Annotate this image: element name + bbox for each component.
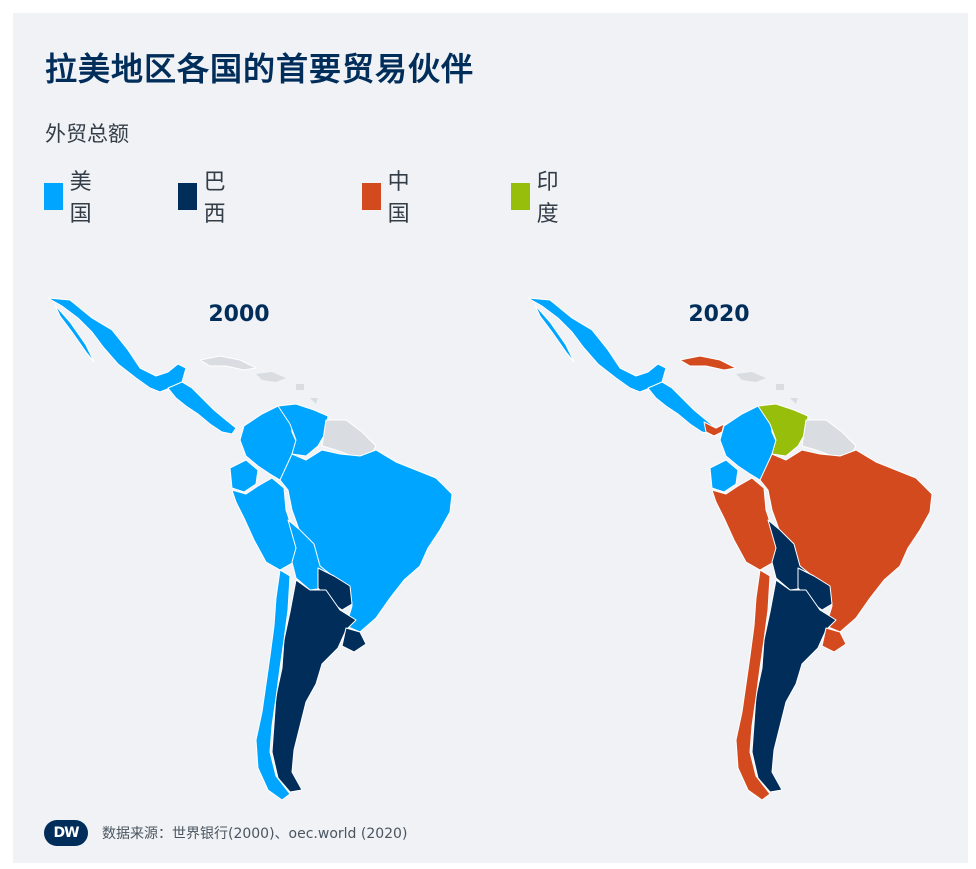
legend-swatch-usa bbox=[44, 182, 63, 210]
map-2000: 2000 bbox=[47, 297, 453, 801]
country-cuba bbox=[679, 355, 737, 371]
year-label: 2000 bbox=[208, 302, 269, 327]
legend-label-india: 印度 bbox=[536, 170, 559, 227]
country-guianas bbox=[801, 419, 857, 457]
legend-item-usa: 美国 bbox=[44, 164, 100, 228]
country-ecuador bbox=[709, 459, 739, 493]
footer: DW 数据来源：世界银行(2000)、oec.world (2020) bbox=[44, 820, 407, 846]
legend-swatch-india bbox=[511, 182, 530, 210]
country-venezuela bbox=[757, 403, 809, 457]
country-ecuador bbox=[229, 459, 259, 493]
country-venezuela bbox=[277, 403, 329, 457]
country-mexico bbox=[47, 297, 187, 393]
legend-swatch-china bbox=[362, 182, 381, 210]
map-2020: 2020 bbox=[527, 297, 933, 801]
dw-logo: DW bbox=[44, 820, 88, 846]
country-cuba bbox=[199, 355, 257, 371]
legend-subtitle: 外贸总额 bbox=[45, 122, 129, 146]
country-uruguay bbox=[341, 627, 367, 653]
legend-label-china: 中国 bbox=[387, 170, 410, 227]
year-label: 2020 bbox=[688, 302, 749, 327]
legend-swatch-brazil bbox=[178, 182, 197, 210]
country-chile bbox=[255, 569, 291, 801]
legend-label-usa: 美国 bbox=[69, 170, 92, 227]
legend-item-india: 印度 bbox=[511, 164, 567, 228]
legend-item-china: 中国 bbox=[362, 164, 418, 228]
page-title: 拉美地区各国的首要贸易伙伴 bbox=[45, 50, 475, 88]
country-guianas bbox=[321, 419, 377, 457]
country-panama bbox=[703, 421, 725, 437]
caribbean-islands bbox=[736, 372, 798, 404]
source-note: 数据来源：世界银行(2000)、oec.world (2020) bbox=[102, 826, 408, 842]
legend-label-brazil: 巴西 bbox=[203, 170, 226, 227]
caribbean-islands bbox=[256, 372, 318, 404]
country-central_america bbox=[167, 381, 237, 435]
country-mexico bbox=[527, 297, 667, 393]
country-uruguay bbox=[821, 627, 847, 653]
country-peru bbox=[711, 477, 777, 571]
legend-item-brazil: 巴西 bbox=[178, 164, 234, 228]
country-peru bbox=[231, 477, 297, 571]
country-chile bbox=[735, 569, 771, 801]
